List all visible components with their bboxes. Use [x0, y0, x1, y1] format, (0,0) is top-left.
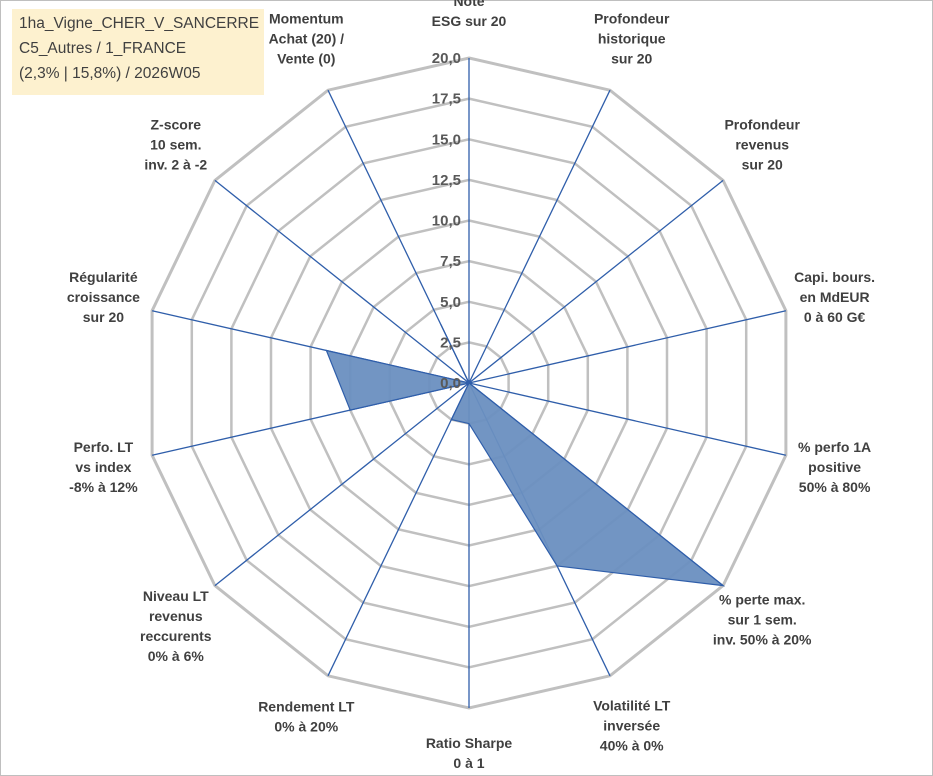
radial-tick-label: 2,5 [440, 334, 461, 351]
axis-label: Rendement LT 0% à 20% [258, 698, 355, 734]
radial-tick-label: 7,5 [440, 253, 461, 270]
axis-label: Capi. bours. en MdEUR 0 à 60 G€ [794, 269, 875, 325]
axis-label: Profondeur revenus sur 20 [724, 117, 800, 173]
radial-tick-label: 12,5 [432, 172, 461, 189]
title-line-1: 1ha_Vigne_CHER_V_SANCERRE [19, 15, 260, 32]
axis-label: Volatilité LT inversée 40% à 0% [593, 697, 671, 753]
axis-spoke [214, 382, 470, 587]
axis-label: Régularité croissance sur 20 [67, 269, 140, 325]
axis-label: Momentum Achat (20) / Vente (0) [269, 11, 345, 67]
axis-label: Z-score 10 sem. inv. 2 à -2 [144, 117, 207, 173]
axis-spoke [214, 179, 470, 384]
axis-label: % perte max. sur 1 sem. inv. 50% à 20% [713, 592, 812, 648]
radial-tick-label: 0,0 [440, 375, 461, 392]
axis-spoke [468, 382, 787, 456]
title-line-3: (2,3% | 15,8%) / 2026W05 [19, 65, 201, 82]
axis-label: Ratio Sharpe 0 à 1 [426, 735, 513, 771]
title-line-2: C5_Autres / 1_FRANCE [19, 40, 187, 57]
axis-spoke [327, 382, 470, 677]
axis-label: Profondeur historique sur 20 [594, 11, 670, 67]
axis-spoke [468, 310, 787, 384]
chart-title-box: 1ha_Vigne_CHER_V_SANCERRE C5_Autres / 1_… [12, 9, 264, 95]
axis-label: Niveau LT revenus reccurents 0% à 6% [140, 588, 212, 664]
axis-label: Note ESG sur 20 [432, 0, 507, 29]
radial-tick-label: 5,0 [440, 294, 461, 311]
data-series-area [325, 324, 726, 587]
radial-tick-label: 20,0 [432, 50, 461, 67]
axis-label: % perfo 1A positive 50% à 80% [798, 439, 871, 495]
axis-spoke [468, 179, 724, 384]
radial-tick-label: 17,5 [432, 91, 461, 108]
axis-label: Perfo. LT vs index -8% à 12% [69, 439, 138, 495]
radial-tick-label: 15,0 [432, 131, 461, 148]
axis-spoke [468, 89, 611, 384]
radial-tick-label: 10,0 [432, 213, 461, 230]
